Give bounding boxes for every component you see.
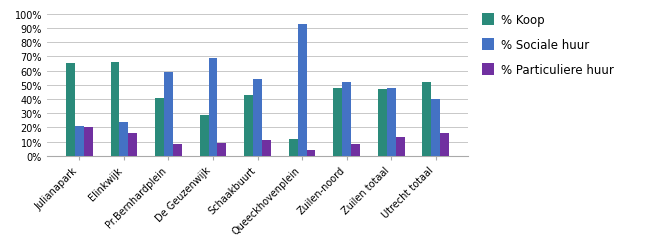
Bar xyxy=(343,83,351,156)
Bar xyxy=(110,63,120,156)
Bar xyxy=(155,98,164,156)
Bar xyxy=(378,90,387,156)
Bar xyxy=(306,151,316,156)
Bar xyxy=(84,128,93,156)
Bar xyxy=(244,95,253,156)
Bar xyxy=(262,141,271,156)
Bar xyxy=(66,64,75,156)
Bar xyxy=(298,24,306,156)
Bar xyxy=(387,88,395,156)
Bar xyxy=(173,145,182,156)
Bar xyxy=(432,100,440,156)
Bar xyxy=(209,58,217,156)
Bar xyxy=(75,127,84,156)
Bar xyxy=(351,145,360,156)
Bar xyxy=(164,73,173,156)
Bar xyxy=(217,143,226,156)
Bar xyxy=(333,88,343,156)
Bar xyxy=(253,80,262,156)
Bar xyxy=(440,134,449,156)
Bar xyxy=(395,138,405,156)
Bar xyxy=(199,115,209,156)
Bar xyxy=(120,122,128,156)
Legend: % Koop, % Sociale huur, % Particuliere huur: % Koop, % Sociale huur, % Particuliere h… xyxy=(478,11,617,80)
Bar xyxy=(289,139,298,156)
Bar xyxy=(128,134,137,156)
Bar xyxy=(422,83,432,156)
